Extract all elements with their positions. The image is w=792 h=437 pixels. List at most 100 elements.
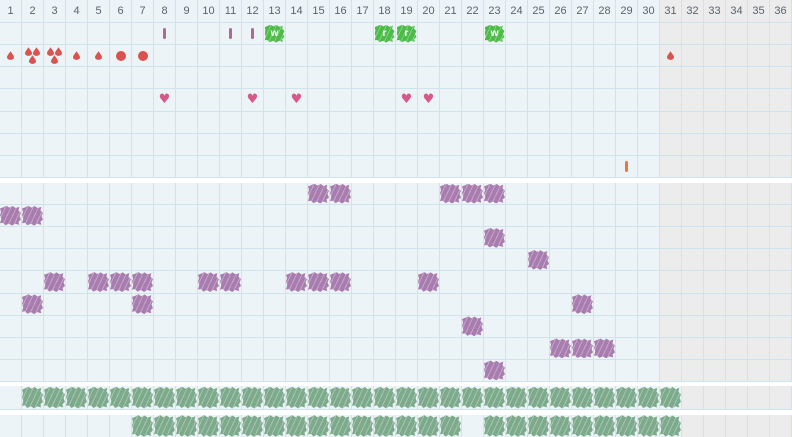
green-scribble-icon[interactable] [198, 415, 219, 437]
day-cell-3[interactable] [44, 45, 66, 68]
day-cell-34[interactable] [726, 315, 748, 338]
purple-scribble-icon[interactable] [594, 338, 615, 359]
day-cell-19[interactable] [396, 337, 418, 360]
day-cell-2[interactable] [22, 183, 44, 206]
day-cell-2[interactable] [22, 337, 44, 360]
green-scribble-icon[interactable] [550, 386, 571, 409]
day-cell-12[interactable] [242, 67, 264, 90]
day-cell-30[interactable] [638, 23, 660, 46]
day-cell-32[interactable] [682, 359, 704, 382]
day-cell-19[interactable] [396, 386, 418, 410]
day-cell-36[interactable] [770, 183, 792, 206]
day-cell-17[interactable] [352, 337, 374, 360]
day-cell-22[interactable] [462, 183, 484, 206]
day-cell-24[interactable] [506, 337, 528, 360]
day-cell-10[interactable] [198, 89, 220, 112]
day-cell-26[interactable] [550, 315, 572, 338]
day-cell-32[interactable] [682, 89, 704, 112]
day-cell-11[interactable] [220, 67, 242, 90]
green-scribble-icon[interactable] [242, 415, 263, 437]
day-cell-35[interactable] [748, 293, 770, 316]
day-cell-20[interactable] [418, 386, 440, 410]
green-scribble-icon[interactable] [572, 386, 593, 409]
day-cell-5[interactable] [88, 359, 110, 382]
day-cell-15[interactable] [308, 205, 330, 228]
day-cell-18[interactable] [374, 111, 396, 134]
day-cell-24[interactable] [506, 386, 528, 410]
note-blob-icon[interactable]: r [396, 24, 417, 43]
purple-scribble-icon[interactable] [550, 338, 571, 359]
day-cell-14[interactable] [286, 249, 308, 272]
purple-scribble-icon[interactable] [330, 271, 351, 292]
day-cell-4[interactable] [66, 337, 88, 360]
day-cell-11[interactable] [220, 89, 242, 112]
day-cell-3[interactable] [44, 23, 66, 46]
day-cell-5[interactable] [88, 293, 110, 316]
day-cell-28[interactable] [594, 133, 616, 156]
day-cell-33[interactable] [704, 293, 726, 316]
day-cell-27[interactable] [572, 386, 594, 410]
day-cell-6[interactable] [110, 205, 132, 228]
day-cell-11[interactable] [220, 271, 242, 294]
day-cell-30[interactable] [638, 386, 660, 410]
day-cell-15[interactable] [308, 271, 330, 294]
day-cell-27[interactable] [572, 315, 594, 338]
day-cell-32[interactable] [682, 249, 704, 272]
day-cell-15[interactable] [308, 67, 330, 90]
day-cell-18[interactable] [374, 271, 396, 294]
day-cell-3[interactable] [44, 359, 66, 382]
day-cell-20[interactable]: ♥ [418, 89, 440, 112]
day-cell-28[interactable] [594, 359, 616, 382]
day-cell-35[interactable] [748, 415, 770, 437]
green-scribble-icon[interactable] [638, 415, 659, 437]
day-cell-32[interactable] [682, 337, 704, 360]
day-cell-30[interactable] [638, 249, 660, 272]
day-cell-12[interactable]: ♥ [242, 89, 264, 112]
day-cell-24[interactable] [506, 227, 528, 250]
day-cell-28[interactable] [594, 205, 616, 228]
day-cell-23[interactable]: w [484, 23, 506, 46]
day-cell-8[interactable] [154, 183, 176, 206]
day-cell-20[interactable] [418, 23, 440, 46]
day-cell-36[interactable] [770, 293, 792, 316]
day-cell-22[interactable] [462, 315, 484, 338]
day-cell-7[interactable] [132, 23, 154, 46]
day-cell-34[interactable] [726, 23, 748, 46]
day-cell-27[interactable] [572, 227, 594, 250]
day-cell-21[interactable] [440, 183, 462, 206]
day-cell-21[interactable] [440, 337, 462, 360]
day-cell-14[interactable] [286, 111, 308, 134]
day-cell-7[interactable] [132, 386, 154, 410]
day-cell-16[interactable] [330, 315, 352, 338]
day-cell-1[interactable] [0, 89, 22, 112]
day-cell-27[interactable] [572, 337, 594, 360]
day-cell-23[interactable] [484, 227, 506, 250]
day-cell-15[interactable] [308, 89, 330, 112]
intimacy-heart-icon[interactable]: ♥ [158, 92, 171, 108]
day-cell-33[interactable] [704, 386, 726, 410]
day-cell-12[interactable] [242, 133, 264, 156]
day-cell-15[interactable] [308, 315, 330, 338]
day-cell-16[interactable] [330, 111, 352, 134]
day-cell-5[interactable] [88, 415, 110, 437]
day-cell-25[interactable] [528, 271, 550, 294]
day-cell-22[interactable] [462, 89, 484, 112]
day-cell-9[interactable] [176, 155, 198, 178]
green-scribble-icon[interactable] [660, 386, 681, 409]
day-cell-34[interactable] [726, 155, 748, 178]
light-flow-drop-icon[interactable] [7, 51, 14, 61]
day-cell-10[interactable] [198, 227, 220, 250]
day-cell-7[interactable] [132, 67, 154, 90]
day-cell-35[interactable] [748, 227, 770, 250]
green-scribble-icon[interactable] [198, 386, 219, 409]
day-cell-9[interactable] [176, 386, 198, 410]
day-cell-21[interactable] [440, 386, 462, 410]
day-cell-17[interactable] [352, 183, 374, 206]
day-cell-8[interactable] [154, 386, 176, 410]
day-cell-13[interactable] [264, 205, 286, 228]
day-cell-20[interactable] [418, 205, 440, 228]
day-cell-29[interactable] [616, 133, 638, 156]
day-cell-22[interactable] [462, 386, 484, 410]
day-cell-7[interactable] [132, 271, 154, 294]
day-cell-13[interactable]: w [264, 23, 286, 46]
